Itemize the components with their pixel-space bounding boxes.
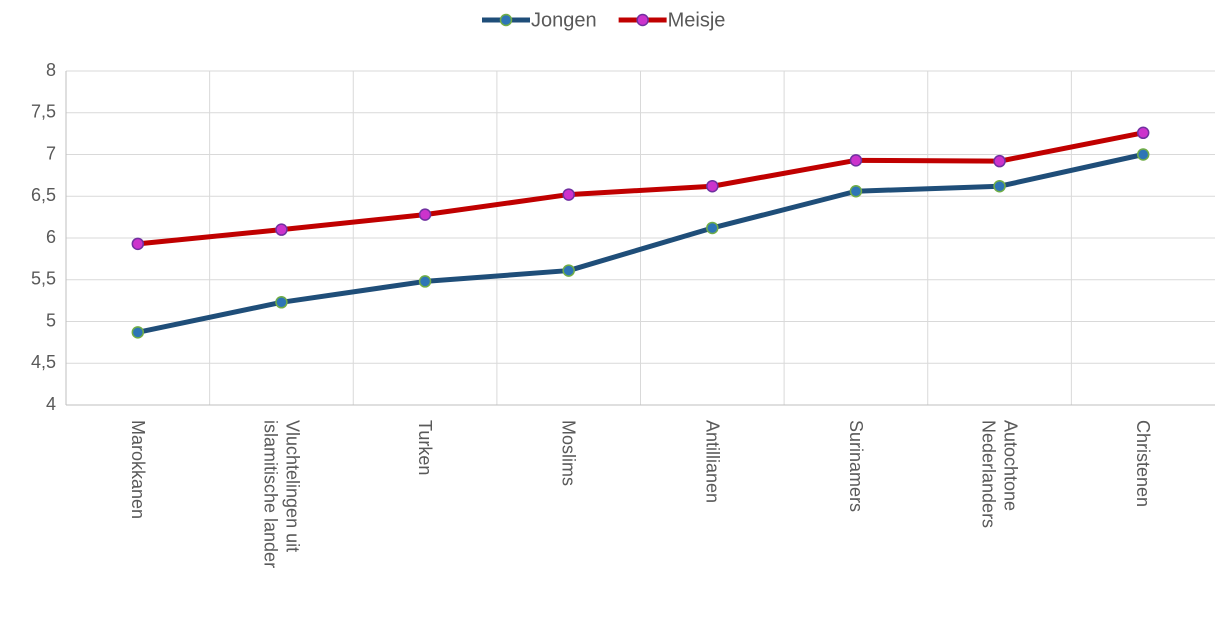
y-tick-label: 4,5 bbox=[31, 352, 56, 372]
x-tick-label: Christenen bbox=[1133, 420, 1154, 508]
data-point bbox=[131, 326, 145, 339]
x-tick-label: Turken bbox=[415, 420, 436, 476]
data-point bbox=[275, 223, 288, 236]
x-tick-label: Moslims bbox=[558, 420, 579, 486]
data-point bbox=[993, 154, 1006, 168]
data-point bbox=[993, 179, 1006, 193]
legend-marker bbox=[499, 13, 513, 27]
data-point bbox=[562, 188, 575, 201]
data-point bbox=[706, 221, 719, 235]
x-tick-label: Autochtone Nederlanders bbox=[978, 420, 1021, 529]
data-point bbox=[275, 296, 288, 309]
x-tick-label: Vluchtelingen uit islamitische lander bbox=[260, 420, 303, 569]
y-tick-label: 7,5 bbox=[31, 102, 56, 122]
y-tick-label: 6,5 bbox=[31, 185, 56, 205]
y-tick-label: 5,5 bbox=[31, 269, 56, 289]
legend-label: Meisje bbox=[668, 9, 726, 31]
y-tick-label: 6 bbox=[46, 227, 56, 247]
data-point bbox=[1136, 148, 1150, 161]
data-point bbox=[706, 179, 719, 193]
data-point bbox=[418, 208, 432, 221]
data-point bbox=[562, 264, 575, 277]
legend-label: Jongen bbox=[531, 9, 597, 31]
data-point bbox=[849, 154, 863, 167]
y-tick-label: 8 bbox=[46, 60, 56, 80]
y-tick-label: 4 bbox=[46, 394, 56, 414]
data-point bbox=[131, 237, 145, 251]
data-point bbox=[1136, 126, 1150, 140]
x-tick-label: Antillianen bbox=[702, 420, 723, 504]
data-point bbox=[418, 275, 432, 288]
y-tick-label: 7 bbox=[46, 143, 56, 163]
y-tick-label: 5 bbox=[46, 310, 56, 330]
x-tick-label: Marokkanen bbox=[127, 420, 148, 520]
x-tick-label: Surinamers bbox=[845, 420, 866, 513]
series-line bbox=[137, 152, 1144, 335]
series-line bbox=[137, 130, 1144, 247]
legend-marker bbox=[636, 13, 649, 27]
data-point bbox=[849, 184, 863, 198]
